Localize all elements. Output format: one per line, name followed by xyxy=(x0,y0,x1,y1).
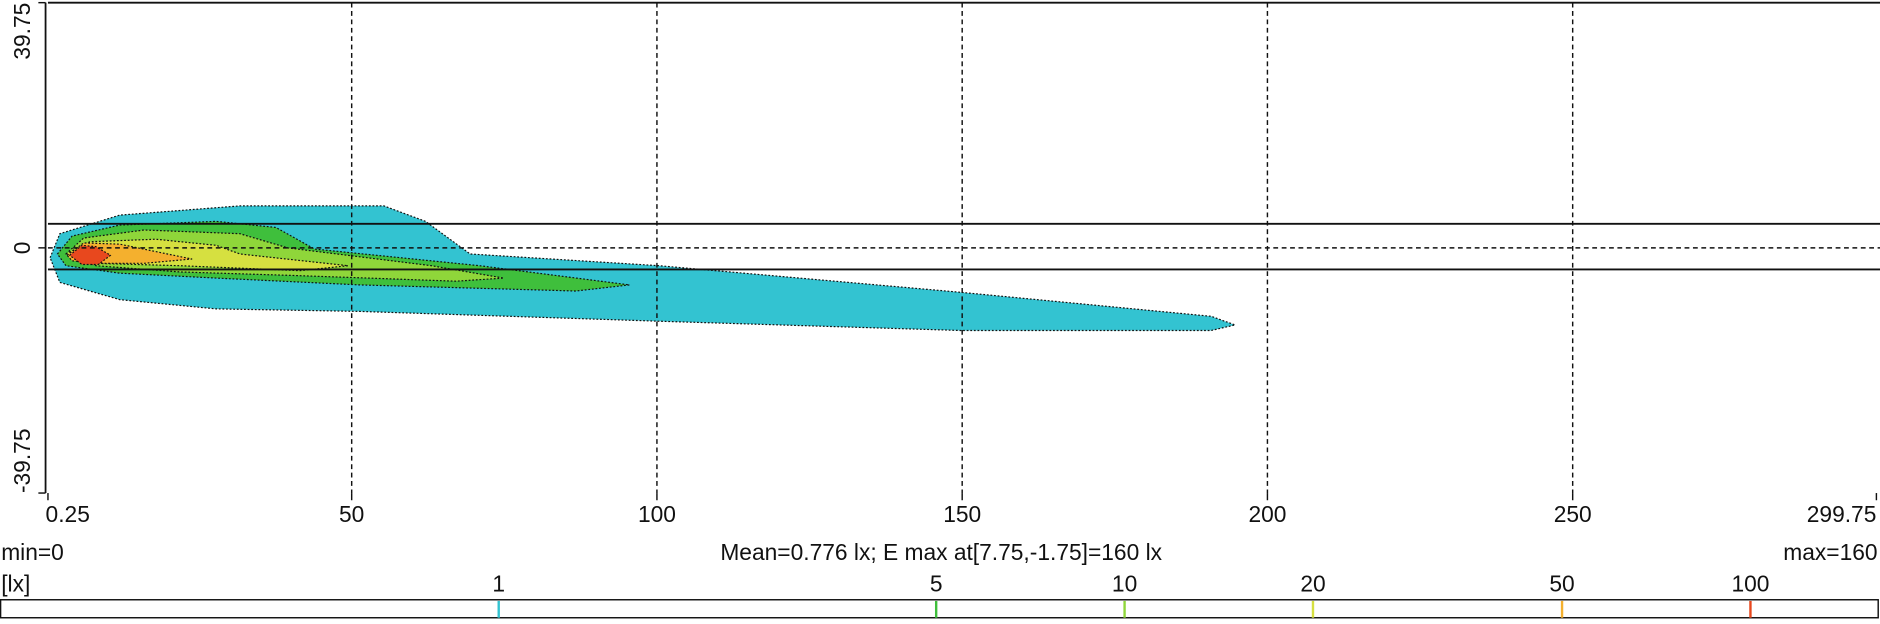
legend-tick-label: 100 xyxy=(1731,570,1769,596)
legend-tick-label: 20 xyxy=(1300,570,1325,596)
x-tick-label: 50 xyxy=(339,501,364,527)
legend-tick-label: 1 xyxy=(492,570,505,596)
contour-region xyxy=(69,244,112,266)
x-tick-label: 100 xyxy=(638,501,676,527)
stats-label: Mean=0.776 lx; E max at[7.75,-1.75]=160 … xyxy=(720,539,1162,565)
x-tick-label: 250 xyxy=(1554,501,1592,527)
legend-tick-label: 5 xyxy=(930,570,943,596)
contour-region xyxy=(49,205,1236,332)
legend-unit: [lx] xyxy=(1,570,30,596)
y-tick-label: 39.75 xyxy=(9,3,35,60)
x-tick-label: 0.25 xyxy=(46,501,90,527)
x-tick-label: 200 xyxy=(1248,501,1286,527)
legend-tick-label: 10 xyxy=(1112,570,1137,596)
max-label: max=160 xyxy=(1783,539,1877,565)
x-tick-label: 299.75 xyxy=(1807,501,1877,527)
y-tick-label: 0 xyxy=(9,242,35,255)
y-tick-label: -39.75 xyxy=(9,428,35,493)
min-label: min=0 xyxy=(1,539,64,565)
x-tick-label: 150 xyxy=(943,501,981,527)
legend-bar xyxy=(0,599,1879,619)
legend-tick-label: 50 xyxy=(1549,570,1574,596)
